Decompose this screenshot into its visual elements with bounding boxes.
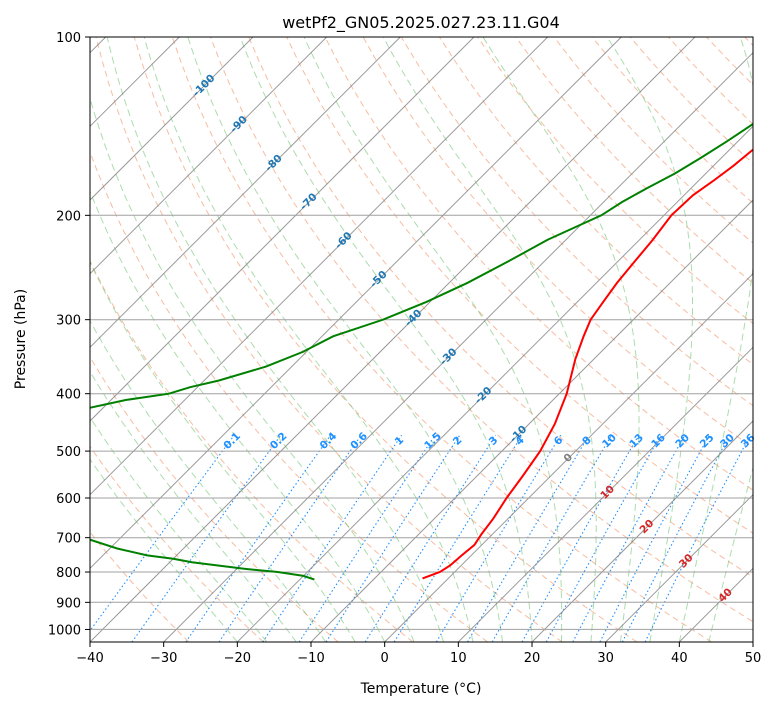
x-axis-label: Temperature (°C)	[360, 681, 482, 697]
x-tick-label: 10	[450, 651, 467, 666]
x-tick-label: 50	[745, 651, 762, 666]
x-tick-label: −20	[224, 651, 251, 666]
x-tick-label: −40	[76, 651, 103, 666]
x-tick-label: 40	[671, 651, 688, 666]
y-tick-label: 900	[56, 596, 81, 611]
x-tick-label: −10	[297, 651, 324, 666]
y-axis-label: Pressure (hPa)	[13, 289, 29, 389]
y-tick-label: 800	[56, 566, 81, 581]
x-tick-label: 30	[597, 651, 614, 666]
x-tick-label: 0	[381, 651, 389, 666]
x-tick-label: 20	[524, 651, 541, 666]
y-tick-label: 600	[56, 492, 81, 507]
y-tick-label: 400	[56, 388, 81, 403]
y-tick-label: 500	[56, 445, 81, 460]
x-tick-label: −30	[150, 651, 177, 666]
chart-title: wetPf2_GN05.2025.027.23.11.G04	[282, 13, 560, 33]
y-tick-label: 1000	[48, 623, 81, 638]
y-tick-label: 100	[56, 31, 81, 46]
y-tick-label: 700	[56, 532, 81, 547]
y-tick-label: 300	[56, 314, 81, 329]
y-tick-label: 200	[56, 209, 81, 224]
